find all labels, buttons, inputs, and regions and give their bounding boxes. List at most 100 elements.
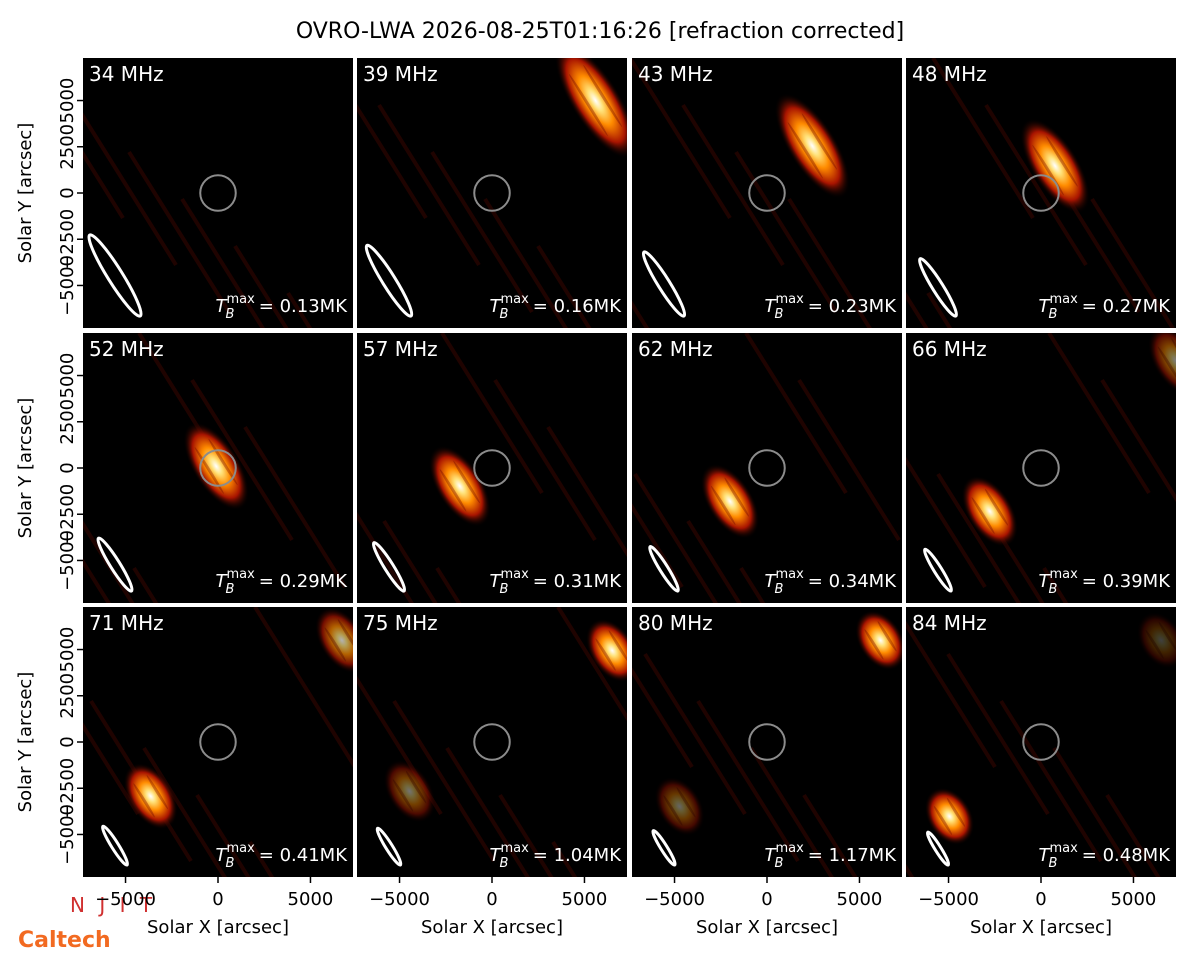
tb-base: T (490, 845, 503, 866)
fringe (133, 783, 155, 818)
streak (430, 150, 534, 314)
solar-disk (199, 723, 237, 761)
tb-base: T (1039, 296, 1052, 317)
x-axis-label: Solar X [arcsec] (696, 917, 838, 938)
fringe (1046, 136, 1078, 187)
source-group (924, 787, 975, 846)
panel: 66 MHz TBmax = 0.39MK (906, 333, 1176, 603)
tb-value: = 0.31MK (533, 571, 622, 592)
tb-label: TBmax = 0.16MK (490, 292, 623, 322)
beam (925, 830, 951, 867)
source (924, 787, 975, 846)
beam (371, 541, 407, 593)
source-group (1136, 611, 1176, 669)
streak (498, 793, 554, 877)
streak (83, 722, 140, 816)
source (961, 475, 1019, 547)
tb-sup: max (775, 567, 804, 582)
x-tick-label: 5000 (562, 889, 608, 910)
streak (936, 472, 1021, 603)
y-tick-label: 5000 (57, 627, 78, 673)
fringe (583, 64, 623, 128)
panel: 48 MHz TBmax = 0.27MK (906, 58, 1176, 328)
tb-value: = 0.16MK (533, 296, 622, 317)
panel-bg (357, 607, 627, 877)
beam (375, 826, 403, 867)
solar-disk (1022, 449, 1060, 487)
streak (632, 667, 694, 769)
streak (1052, 746, 1137, 877)
solar-disk (199, 449, 237, 487)
solar-disk (473, 174, 511, 212)
fringe (711, 485, 736, 526)
fringe (663, 795, 683, 826)
streak (906, 620, 997, 769)
fringe (971, 497, 995, 534)
panel-content (906, 611, 1176, 877)
tb-label: TBmax = 0.48MK (1039, 841, 1172, 871)
freq-label: 66 MHz (912, 337, 987, 361)
streak (546, 425, 627, 558)
panel: 84 MHz TBmax = 0.48MK −5000 0 5000 Solar X [ar… (906, 607, 1176, 938)
tb-label: TBmax = 0.29MK (216, 567, 349, 597)
tb-sup: max (226, 567, 255, 582)
streak (286, 291, 313, 328)
tb-label: TBmax = 0.41MK (216, 841, 349, 871)
source (428, 445, 491, 527)
fringe (337, 619, 353, 654)
source-group (1147, 333, 1176, 397)
tb-base: T (765, 845, 778, 866)
tb-value: = 0.29MK (259, 571, 348, 592)
tb-label: TBmax = 0.31MK (490, 567, 623, 597)
tb-base: T (1039, 845, 1052, 866)
tb-base: T (490, 296, 503, 317)
streak (243, 425, 347, 589)
source (123, 763, 178, 830)
panel-content (632, 333, 901, 603)
tb-base: T (765, 571, 778, 592)
streak (180, 197, 265, 328)
panel-bg (83, 58, 353, 328)
source-group (654, 776, 705, 837)
y-tick-label: 0 (57, 736, 78, 747)
streak (931, 58, 1035, 220)
source (1136, 611, 1176, 669)
panel-bg (83, 607, 353, 877)
source (383, 759, 436, 823)
streak (551, 840, 578, 877)
solar-disk (1022, 723, 1060, 761)
streak (633, 472, 718, 603)
panel-content (357, 58, 627, 328)
y-axis-label: Solar Y [arcsec] (15, 123, 36, 264)
x-tick-label: −5000 (95, 889, 156, 910)
x-tick-label: 5000 (837, 889, 883, 910)
streak (556, 607, 627, 722)
solar-disk (199, 174, 237, 212)
fringe (933, 805, 953, 835)
streak (127, 150, 231, 314)
streak (83, 520, 135, 603)
y-tick-label: −5000 (57, 804, 78, 865)
panel-content (906, 333, 1176, 603)
source (855, 610, 902, 671)
source-group (774, 93, 851, 199)
streak (999, 699, 1103, 863)
freq-label: 62 MHz (638, 337, 713, 361)
tb-value: = 0.23MK (808, 296, 897, 317)
streak (233, 244, 289, 328)
y-tick-label: 2500 (57, 399, 78, 445)
beam (918, 257, 958, 318)
streak (984, 103, 1088, 267)
x-axis-label: Solar X [arcsec] (421, 917, 563, 938)
freq-label: 43 MHz (638, 62, 713, 86)
fringe (453, 460, 480, 504)
streak (926, 291, 953, 328)
x-tick-label: 0 (486, 889, 497, 910)
freq-label: 39 MHz (363, 62, 438, 86)
streak (190, 378, 294, 542)
tb-label: TBmax = 0.23MK (765, 292, 898, 322)
fringe (405, 770, 427, 804)
tb-sub: B (775, 856, 784, 871)
beam (87, 233, 143, 318)
